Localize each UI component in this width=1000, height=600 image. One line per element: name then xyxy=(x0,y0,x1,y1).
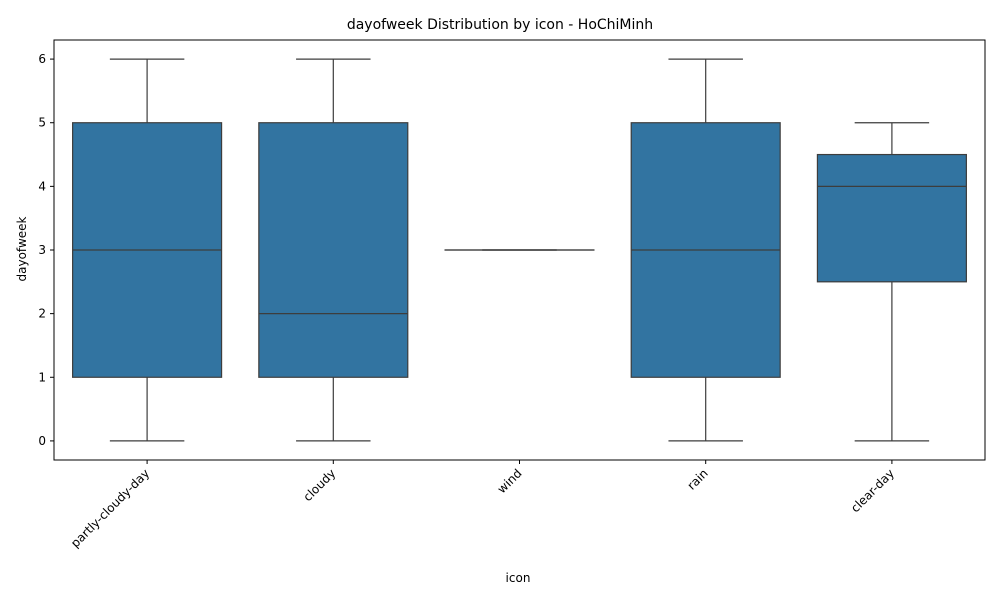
y-tick-label: 6 xyxy=(38,52,46,66)
x-axis-ticks: partly-cloudy-day cloudy wind rain clear-day xyxy=(68,460,897,550)
y-tick-label: 3 xyxy=(38,243,46,257)
box-group-partly-cloudy-day xyxy=(72,58,223,442)
plot-area: 0 1 2 3 4 5 6 partly-cloudy-day cloudy wind rain cl… xyxy=(38,39,986,550)
box-group-clear-day xyxy=(816,122,967,442)
x-axis-label: icon xyxy=(506,571,531,585)
x-tick-label: wind xyxy=(495,466,525,496)
chart-title: dayofweek Distribution by icon - HoChiMi… xyxy=(347,17,653,33)
y-tick-label: 4 xyxy=(38,179,46,193)
box-group-rain xyxy=(630,58,781,442)
x-tick-label: clear-day xyxy=(848,466,897,515)
y-axis-ticks: 0 1 2 3 4 5 6 xyxy=(38,52,54,448)
x-tick-label: cloudy xyxy=(301,466,339,504)
box-group-cloudy xyxy=(258,58,409,442)
y-tick-label: 2 xyxy=(38,307,46,321)
box-body xyxy=(258,122,409,378)
x-tick-label: partly-cloudy-day xyxy=(68,466,152,550)
box-body xyxy=(816,153,967,283)
y-axis-label: dayofweek xyxy=(15,216,29,281)
y-tick-label: 1 xyxy=(38,370,46,384)
y-tick-label: 0 xyxy=(38,434,46,448)
y-tick-label: 5 xyxy=(38,116,46,130)
x-tick-label: rain xyxy=(684,466,710,492)
